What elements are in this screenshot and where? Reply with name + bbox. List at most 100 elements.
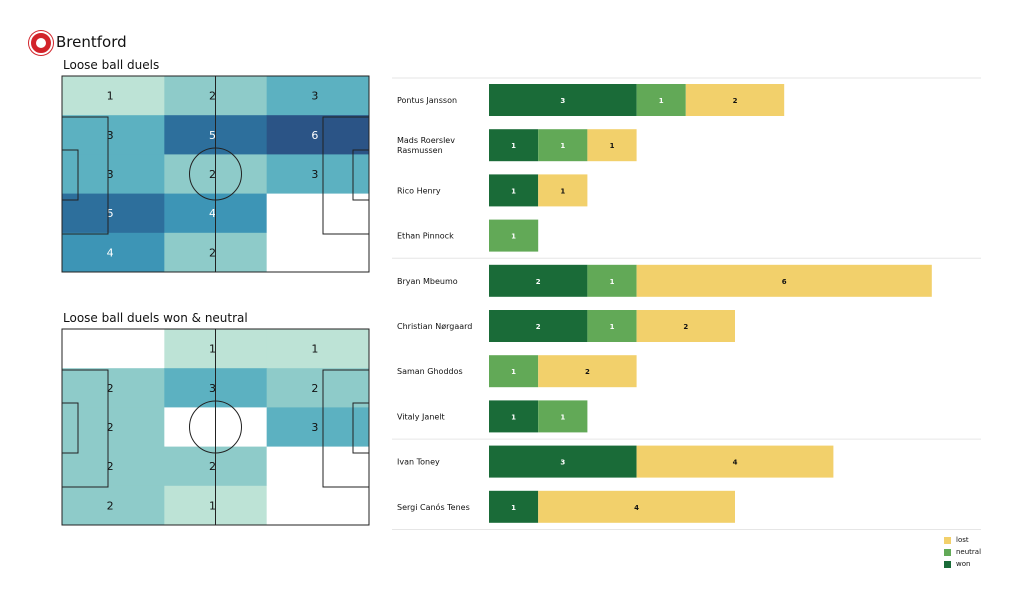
heatmap-cell xyxy=(62,407,165,448)
bar-value-won: 1 xyxy=(511,413,516,421)
heatmap-cell-value: 3 xyxy=(311,168,318,181)
player-label: Sergi Canós Tenes xyxy=(397,502,470,512)
bar-value-lost: 1 xyxy=(610,142,615,150)
player-label: Ivan Toney xyxy=(397,458,440,467)
bar-value-neutral: 1 xyxy=(560,142,565,150)
bar-row: Ivan Toney 3 4 xyxy=(397,445,834,478)
heatmap-cell xyxy=(62,154,165,195)
player-label-line: Mads Roerslev xyxy=(397,136,455,145)
legend-label-neutral: neutral xyxy=(956,548,982,556)
bar-row: Christian Nørgaard 2 1 2 xyxy=(397,310,735,342)
legend-label-lost: lost xyxy=(956,536,969,544)
bar-row: Pontus Jansson 3 1 2 xyxy=(397,84,785,116)
player-label: Saman Ghoddos xyxy=(397,367,463,376)
bar-segment-neutral xyxy=(587,264,637,297)
bar-segment-won xyxy=(489,84,637,116)
heatmap-cell-value: 3 xyxy=(311,421,318,434)
heatmap-cell-value: 3 xyxy=(107,129,114,142)
bar-value-won: 1 xyxy=(511,187,516,195)
player-label: Rico Henry xyxy=(397,186,441,195)
heatmap-cell-value: 1 xyxy=(209,343,216,356)
legend-swatch-won xyxy=(944,560,951,568)
heatmap-cell xyxy=(266,154,370,195)
legend-swatch-neutral xyxy=(944,548,951,556)
bar-segment-neutral xyxy=(587,310,637,342)
heatmap-cell-value: 5 xyxy=(107,207,114,220)
legend-label-won: won xyxy=(956,560,971,568)
legend-item-neutral: neutral xyxy=(944,546,981,558)
bar-segment-lost xyxy=(587,129,637,162)
bar-segment-won xyxy=(489,310,588,342)
heatmap-cell xyxy=(62,368,165,408)
heatmap-cell xyxy=(266,193,370,234)
bar-segment-lost xyxy=(538,174,588,207)
pitch-title-won-neutral: Loose ball duels won & neutral xyxy=(63,311,248,325)
heatmap-cell xyxy=(62,446,165,487)
bar-segment-lost xyxy=(685,84,785,116)
player-label: Christian Nørgaard xyxy=(397,322,472,331)
bar-segment-won xyxy=(489,400,539,433)
pitch-2: 1 1 2 3 2 2 3 2 2 2 1 xyxy=(61,328,370,526)
bar-row: Vitaly Janelt 1 1 xyxy=(397,400,588,433)
bar-row: Saman Ghoddos 1 2 xyxy=(397,355,637,388)
bar-value-lost: 6 xyxy=(782,278,787,286)
player-label-line: Rasmussen xyxy=(397,146,443,155)
centre-circle xyxy=(189,400,242,454)
bar-value-won: 1 xyxy=(511,142,516,150)
pitch-heatmaps: 1 2 3 3 5 6 3 2 3 5 4 4 2 1 1 2 3 2 2 3 2 2 2 1 xyxy=(61,75,370,526)
bar-segment-neutral xyxy=(489,219,539,252)
pitch-1: 1 2 3 3 5 6 3 2 3 5 4 4 2 xyxy=(61,75,370,273)
player-label: Mads Roerslev Rasmussen xyxy=(397,136,455,155)
player-label: Ethan Pinnock xyxy=(397,232,454,241)
heatmap-cell-value: 2 xyxy=(209,90,216,103)
heatmap-cell xyxy=(62,193,165,234)
bar-value-won: 3 xyxy=(560,97,565,105)
heatmap-cell-value: 2 xyxy=(107,382,114,395)
bar-value-neutral: 1 xyxy=(659,97,664,105)
centre-circle xyxy=(189,147,242,201)
legend-swatch-lost xyxy=(944,536,951,544)
heatmap-cell xyxy=(62,115,165,155)
bar-segment-lost xyxy=(636,264,932,297)
heatmap-cell xyxy=(266,76,370,116)
heatmap-cell-value: 6 xyxy=(311,129,318,142)
team-name: Brentford xyxy=(56,33,127,51)
left-goal-area xyxy=(61,402,79,454)
heatmap-cell xyxy=(266,232,370,273)
bar-row: Rico Henry 1 1 xyxy=(397,174,588,207)
bar-segment-neutral xyxy=(489,355,539,388)
legend-item-won: won xyxy=(944,558,981,570)
bar-segment-lost xyxy=(538,490,735,523)
brentford-crest-icon xyxy=(29,31,53,55)
chart-legend: lost neutral won xyxy=(944,534,981,570)
bar-value-lost: 2 xyxy=(585,368,590,376)
bar-value-won: 2 xyxy=(536,323,541,331)
heatmap-cell-value: 4 xyxy=(209,207,216,220)
heatmap-cell-value: 1 xyxy=(209,499,216,512)
bar-segment-lost xyxy=(636,445,834,478)
bar-value-neutral: 1 xyxy=(511,368,516,376)
heatmap-cell-value: 1 xyxy=(311,343,318,356)
heatmap-cell xyxy=(266,368,370,408)
player-label: Pontus Jansson xyxy=(397,96,457,105)
heatmap-cell-value: 3 xyxy=(209,382,216,395)
bar-value-won: 3 xyxy=(560,459,565,467)
bar-row: Bryan Mbeumo 2 1 6 xyxy=(397,264,932,297)
heatmap-cell-value: 3 xyxy=(311,90,318,103)
bar-segment-lost xyxy=(636,310,735,342)
bar-value-lost: 2 xyxy=(733,97,738,105)
bar-segment-won xyxy=(489,490,539,523)
heatmap-cell xyxy=(266,446,370,487)
heatmap-cell-value: 2 xyxy=(209,460,216,473)
bar-value-lost: 2 xyxy=(683,323,688,331)
heatmap-cell xyxy=(62,329,165,369)
heatmap-cell-value: 2 xyxy=(209,168,216,181)
heatmap-cell-value: 2 xyxy=(209,246,216,259)
heatmap-cell-value: 1 xyxy=(107,90,114,103)
heatmap-cell-value: 2 xyxy=(107,499,114,512)
heatmap-cell xyxy=(62,232,165,273)
heatmap-cell-value: 2 xyxy=(107,421,114,434)
bar-value-neutral: 1 xyxy=(610,278,615,286)
bar-segment-neutral xyxy=(538,129,588,162)
